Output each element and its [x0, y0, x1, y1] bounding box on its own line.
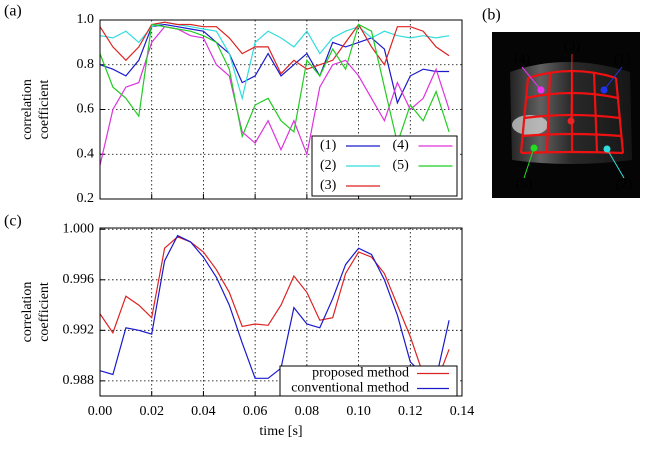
data-line — [99, 26, 450, 166]
legend-label: (5) — [393, 158, 410, 173]
roi-label: (1) — [614, 52, 631, 67]
y-axis-label: correlation coefficient — [20, 282, 52, 343]
y-tick-label: 1.0 — [77, 12, 95, 27]
legend-label: (4) — [393, 138, 410, 153]
roi-label: (3) — [564, 39, 581, 54]
roi-point — [600, 86, 608, 94]
y-axis-label: correlation coefficient — [20, 79, 52, 140]
y-axis-label-line: correlation — [20, 79, 35, 140]
roi-label: (4) — [514, 52, 531, 67]
legend-box — [279, 365, 458, 397]
x-tick-label: 0.12 — [398, 404, 423, 419]
roi-label: (2) — [616, 177, 633, 192]
y-tick-label: 1.000 — [63, 221, 95, 236]
legend-label: conventional method — [291, 381, 409, 396]
roi-point — [567, 117, 575, 125]
y-tick-label: 0.992 — [63, 323, 95, 338]
x-tick-label: 0.08 — [295, 404, 320, 419]
y-tick-label: 0.6 — [77, 102, 95, 117]
leader-line — [521, 66, 542, 91]
y-tick-label: 0.996 — [63, 272, 95, 287]
y-tick-label: 0.8 — [77, 57, 95, 72]
plot-frame — [99, 19, 463, 200]
x-tick-label: 0.10 — [346, 404, 371, 419]
panel-label: (b) — [482, 7, 501, 24]
y-axis-label-line: coefficient — [37, 282, 52, 342]
x-tick-label: 0.04 — [191, 404, 216, 419]
y-axis-label-line: coefficient — [37, 80, 52, 140]
y-tick-label: 0.2 — [77, 191, 95, 206]
image-bright-region — [512, 115, 548, 135]
data-line — [99, 21, 450, 101]
leader-line — [603, 66, 623, 91]
x-tick-label: 0.06 — [243, 404, 268, 419]
y-axis-label-line: correlation — [20, 282, 35, 343]
roi-point — [603, 145, 611, 153]
panel-label: (c) — [4, 213, 22, 230]
y-tick-label: 0.988 — [63, 373, 95, 388]
panel-label: (a) — [4, 3, 22, 20]
x-axis-label: time [s] — [259, 424, 302, 439]
leader-line — [570, 53, 573, 122]
leader-line — [523, 147, 535, 179]
legend-label: proposed method — [312, 366, 409, 381]
data-line — [99, 23, 450, 146]
roi-label: (5) — [516, 177, 533, 192]
roi-point — [537, 86, 545, 94]
data-line — [99, 23, 450, 105]
roi-point — [530, 144, 538, 152]
data-line — [99, 21, 450, 75]
leader-line — [606, 148, 625, 179]
x-tick-label: 0.00 — [88, 404, 113, 419]
data-line — [99, 236, 450, 385]
legend-label: (1) — [320, 138, 337, 153]
legend-label: (3) — [320, 178, 337, 193]
legend-label: (2) — [320, 158, 337, 173]
x-tick-label: 0.02 — [139, 404, 164, 419]
data-line — [99, 234, 450, 380]
x-tick-label: 0.14 — [450, 404, 475, 419]
y-tick-label: 0.4 — [77, 146, 95, 161]
